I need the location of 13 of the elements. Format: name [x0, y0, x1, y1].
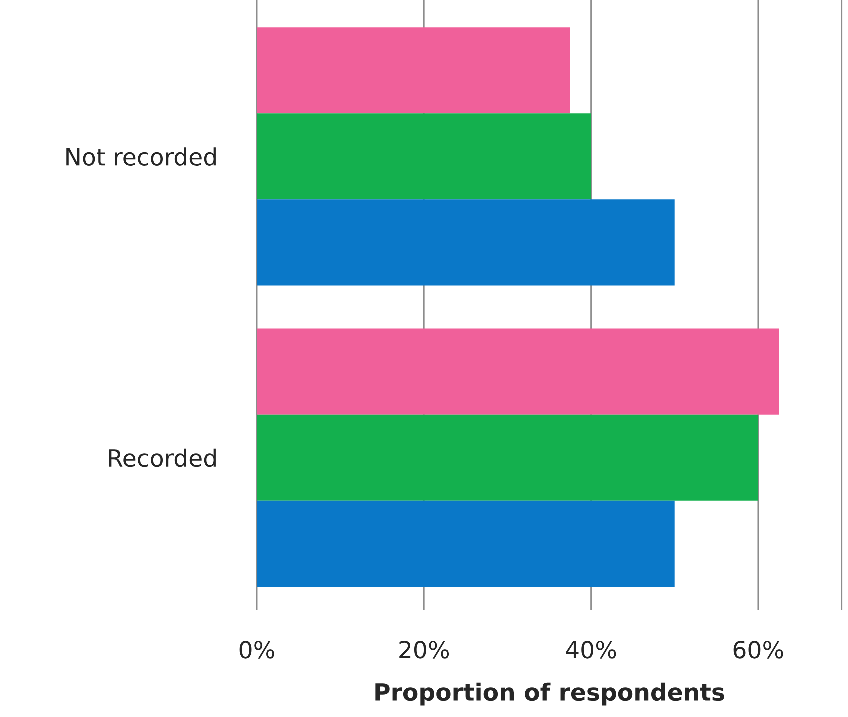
x-tick-label: 40%: [566, 640, 616, 659]
y-tick-label: Recorded: [109, 448, 216, 468]
bar: [257, 28, 570, 114]
x-tick-label: 60%: [734, 640, 784, 659]
bar: [257, 114, 592, 200]
bar: [257, 200, 675, 286]
bar: [257, 414, 758, 501]
x-tick-label: 20%: [400, 640, 450, 659]
bar: [257, 328, 780, 415]
x-tick-label: 0%: [240, 640, 274, 659]
bar: [257, 500, 675, 587]
y-tick-label: Not recorded: [66, 148, 216, 166]
x-axis-title: Proportion of respondents: [376, 682, 724, 706]
